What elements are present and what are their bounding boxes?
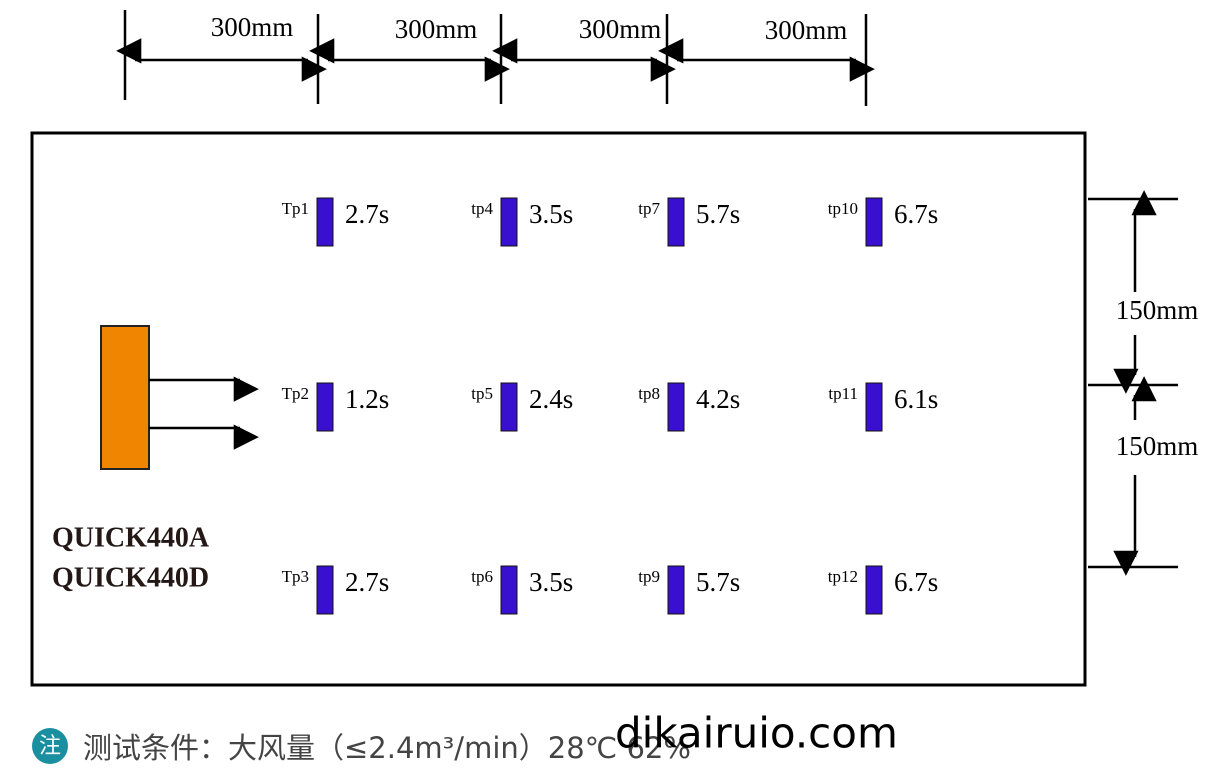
point-time: 5.7s xyxy=(696,199,740,229)
point-time: 3.5s xyxy=(529,567,573,597)
horizontal-dimensions: 300mm 300mm 300mm 300mm xyxy=(116,10,875,106)
point-time: 3.5s xyxy=(529,199,573,229)
test-conditions: 测试条件：大风量（≤2.4m³/min）28℃ 62% xyxy=(83,731,691,765)
test-points: Tp1 2.7s Tp2 1.2s Tp3 2.7s tp4 3.5s tp5 2.4s tp6 3.… xyxy=(282,197,938,615)
dimension-label: 150mm xyxy=(1116,295,1199,325)
point-label: Tp2 xyxy=(282,384,309,403)
point-label: tp4 xyxy=(471,199,493,218)
sensor-marker xyxy=(865,197,883,247)
point-time: 1.2s xyxy=(345,384,389,414)
sensor-marker xyxy=(500,197,518,247)
dimension-label: 300mm xyxy=(395,14,478,44)
point-time: 6.1s xyxy=(894,384,938,414)
point-label: tp11 xyxy=(828,384,858,403)
sensor-marker xyxy=(500,565,518,615)
sensor-marker xyxy=(667,382,685,432)
point-label: Tp3 xyxy=(282,567,309,586)
sensor-marker xyxy=(316,565,334,615)
point-time: 2.7s xyxy=(345,567,389,597)
sensor-marker xyxy=(316,382,334,432)
point-time: 2.4s xyxy=(529,384,573,414)
point-time: 2.7s xyxy=(345,199,389,229)
point-label: tp5 xyxy=(471,384,493,403)
sensor-marker xyxy=(316,197,334,247)
dimension-label: 300mm xyxy=(579,14,662,44)
sensor-marker xyxy=(500,382,518,432)
point-time: 6.7s xyxy=(894,567,938,597)
sensor-marker xyxy=(667,565,685,615)
note-icon-text: 注 xyxy=(39,734,61,759)
sensor-marker xyxy=(865,565,883,615)
vertical-dimensions: 150mm 150mm xyxy=(1088,190,1199,576)
point-label: tp6 xyxy=(471,567,493,586)
point-label: tp10 xyxy=(828,199,858,218)
point-label: tp9 xyxy=(638,567,660,586)
point-label: tp7 xyxy=(638,199,660,218)
dimension-label: 300mm xyxy=(765,15,848,45)
point-label: Tp1 xyxy=(282,199,309,218)
point-label: tp8 xyxy=(638,384,660,403)
point-time: 6.7s xyxy=(894,199,938,229)
model-label: QUICK440A xyxy=(52,522,210,553)
dimension-label: 300mm xyxy=(211,12,294,42)
test-area xyxy=(30,131,1087,687)
dimension-label: 150mm xyxy=(1116,431,1199,461)
sensor-marker xyxy=(865,382,883,432)
point-time: 5.7s xyxy=(696,567,740,597)
note-icon xyxy=(32,728,68,764)
point-time: 4.2s xyxy=(696,384,740,414)
model-label: QUICK440D xyxy=(52,562,209,593)
sensor-marker xyxy=(667,197,685,247)
watermark: dikairuio.com xyxy=(615,709,898,758)
device: QUICK440A QUICK440D xyxy=(52,325,259,593)
point-label: tp12 xyxy=(828,567,858,586)
